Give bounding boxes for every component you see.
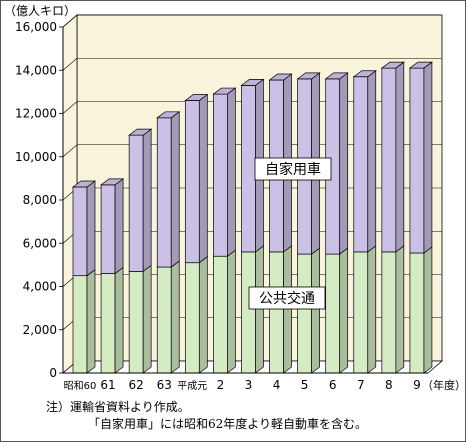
y-tick-label: 16,000 — [15, 20, 57, 34]
bar-public-side — [170, 260, 180, 374]
bar-car-side — [198, 93, 208, 264]
x-tick-label: 3 — [245, 378, 253, 392]
bar-public-side — [255, 245, 264, 374]
bar-public-side — [142, 264, 152, 374]
bar-public-front — [156, 266, 172, 374]
bar-car-top — [324, 72, 349, 80]
axes — [59, 26, 428, 374]
bar-car-top — [128, 128, 153, 136]
x-tick-label: 7 — [357, 378, 365, 392]
bar-car-top — [380, 61, 405, 69]
gridline — [62, 57, 442, 71]
bar-car-front — [100, 184, 116, 274]
gridline — [62, 144, 442, 157]
y-tick-label: 2,000 — [23, 323, 57, 337]
bar-car-top — [240, 79, 265, 86]
bar-public-front — [184, 262, 200, 374]
gridline — [62, 101, 442, 114]
bar-car-side — [86, 180, 96, 277]
bar-car-top — [156, 111, 181, 119]
bar-public-front — [325, 253, 341, 374]
x-tick-label: 4 — [273, 378, 281, 392]
y-tick-label: 8,000 — [23, 193, 57, 207]
y-tick-label: 12,000 — [15, 107, 57, 121]
bar-car-side — [142, 128, 152, 273]
bar-car-front — [213, 93, 228, 257]
bar-car-top — [184, 94, 209, 101]
x-unit-label: （年度） — [422, 378, 466, 392]
note-source: 注）運輸省資料より作成。 — [46, 400, 190, 414]
bar-public-front — [381, 251, 397, 374]
bar-car-front — [128, 134, 144, 272]
y-tick-label: 14,000 — [15, 63, 57, 77]
bar-car-side — [367, 70, 377, 253]
bar-car-side — [170, 111, 180, 268]
x-tick-label: 8 — [385, 378, 393, 392]
bar-car-side — [339, 72, 349, 255]
x-tick-label: 昭和60 — [64, 380, 97, 392]
x-tick-label: 63 — [157, 378, 172, 392]
bar-car-front — [72, 186, 88, 277]
bar-car-front — [381, 67, 397, 253]
bar-car-top — [268, 73, 293, 81]
bar-car-top — [212, 87, 237, 95]
bar-public-front — [213, 255, 228, 374]
x-tick-label: 9 — [413, 378, 421, 392]
bar-public-front — [241, 251, 256, 374]
bar-public-front — [353, 251, 369, 374]
bar-public-front — [269, 251, 284, 374]
x-tick-label: 平成元 — [177, 380, 207, 392]
bar-public-side — [86, 268, 96, 374]
bar-public-side — [339, 247, 349, 374]
bar-public-front — [100, 273, 116, 374]
y-unit-label: （億人キロ） — [4, 4, 76, 18]
bar-car-top — [71, 180, 97, 188]
bar-car-side — [114, 178, 124, 275]
bar-car-top — [100, 178, 125, 186]
bar-public-side — [367, 245, 377, 374]
bar-public-front — [297, 253, 312, 374]
bar-car-front — [184, 100, 200, 264]
bar-car-side — [395, 61, 405, 253]
y-tick-label: 6,000 — [23, 236, 57, 250]
bar-public-side — [114, 266, 124, 374]
series-label-public-box — [248, 286, 326, 310]
x-tick-label: 61 — [100, 378, 115, 392]
bar-car-front — [409, 67, 425, 254]
bar-car-front — [353, 76, 369, 253]
series-label-car-box — [254, 157, 332, 181]
bar-public-side — [423, 246, 433, 374]
x-tick-label: 5 — [301, 378, 309, 392]
bar-public-side — [395, 245, 405, 374]
y-tick-label: 10,000 — [15, 150, 57, 164]
bar-public-side — [198, 256, 208, 374]
y-tick-label: 4,000 — [23, 280, 57, 294]
bars — [71, 61, 433, 374]
bar-public-front — [128, 271, 144, 374]
bar-car-front — [156, 117, 172, 268]
bar-public-front — [72, 275, 88, 374]
y-tick-label: 0 — [49, 366, 57, 380]
note-kei-car: 「自家用車」には昭和62年度より軽自動車を含む。 — [88, 417, 368, 431]
bar-public-side — [283, 245, 292, 374]
bar-car-top — [408, 61, 433, 69]
bar-car-top — [296, 72, 321, 80]
x-tick-label: 6 — [329, 378, 337, 392]
bar-car-side — [227, 87, 236, 257]
gridline — [62, 14, 442, 28]
x-tick-label: 62 — [129, 378, 144, 392]
bar-car-top — [352, 70, 377, 78]
series-label-public: 公共交通 — [259, 290, 315, 307]
bar-public-side — [311, 247, 320, 374]
x-tick-label: 2 — [217, 378, 225, 392]
bar-public-side — [227, 249, 236, 374]
series-label-car: 自家用車 — [265, 161, 321, 178]
chart-labels: 0 2,000 4,000 6,000 8,000 10,000 12,000 14,000 1… — [4, 4, 466, 392]
bar-car-side — [423, 61, 433, 254]
bar-car-front — [241, 85, 256, 253]
bar-public-front — [409, 252, 425, 374]
